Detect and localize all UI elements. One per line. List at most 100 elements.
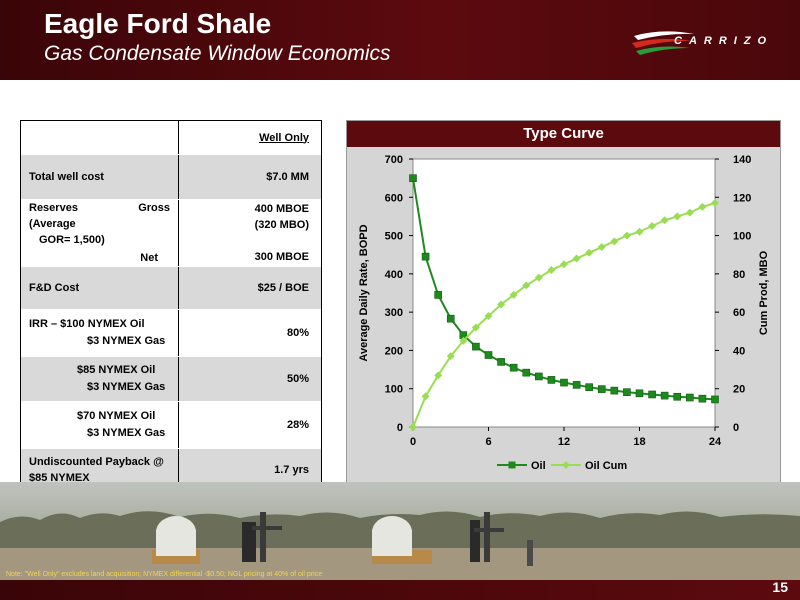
row-value: $25 / BOE <box>257 282 309 294</box>
footer-bar <box>0 580 800 600</box>
oil-point <box>535 372 543 381</box>
oil-cum-point <box>547 266 556 275</box>
row-label-line1: $85 NYMEX Oil <box>77 364 156 376</box>
column-header-well-only: Well Only <box>259 131 309 144</box>
y-tick-label: 200 <box>385 345 403 357</box>
oil-point <box>509 363 518 372</box>
row-value-net: 300 MBOE <box>254 251 309 263</box>
page-title: Eagle Ford Shale <box>44 8 272 39</box>
oil-point <box>711 395 719 404</box>
oil-cum-point <box>471 323 480 332</box>
oil-point <box>446 314 455 323</box>
oil-cum-point <box>497 300 506 309</box>
y2-tick-label: 100 <box>733 231 751 243</box>
logo-text: CARRIZO <box>674 35 774 47</box>
chart-svg: 0100200300400500600700020406080100120140… <box>358 154 770 472</box>
table-header-row: Well Only <box>21 121 321 154</box>
oil-cum-point <box>698 202 707 211</box>
oil-point <box>623 388 631 396</box>
oil-point <box>484 351 493 359</box>
oil-cum-point <box>622 231 631 240</box>
oil-cum-point <box>572 254 581 263</box>
oil-cum-point <box>434 371 443 380</box>
oil-point <box>660 391 669 400</box>
oil-cum-point <box>509 290 518 299</box>
y-axis-label: Average Daily Rate, BOPD <box>358 224 370 361</box>
y2-tick-label: 20 <box>733 384 745 396</box>
y-tick-label: 700 <box>385 154 403 166</box>
row-value: 28% <box>286 418 309 431</box>
oil-point <box>673 392 682 401</box>
y-tick-label: 400 <box>385 269 403 281</box>
oil-cum-point <box>585 248 594 257</box>
oil-point <box>547 376 556 384</box>
y-tick-label: 100 <box>385 384 403 396</box>
table-row-irr-70: $70 NYMEX Oil $3 NYMEX Gas 28% <box>21 401 321 448</box>
oil-cum-point <box>421 392 430 401</box>
row-label-net: Net <box>140 252 158 264</box>
oil-point <box>597 385 606 393</box>
oil-point <box>610 386 619 395</box>
legend-marker-oil <box>508 461 516 469</box>
table-row-well-cost: Total well cost $7.0 MM <box>21 154 321 199</box>
y2-tick-label: 40 <box>733 345 745 357</box>
y-tick-label: 500 <box>385 231 403 243</box>
oil-point <box>572 381 581 389</box>
row-label-line2: $3 NYMEX Gas <box>87 335 166 347</box>
row-label-reserves: Reserves <box>29 202 78 214</box>
row-label-line2: $85 NYMEX <box>29 472 90 484</box>
oil-point <box>686 393 694 402</box>
row-value: 50% <box>286 372 309 385</box>
oil-cum-point <box>635 227 644 236</box>
oil-point <box>472 342 480 351</box>
x-tick-label: 0 <box>410 436 416 448</box>
oil-cum-point <box>660 216 669 225</box>
oil-cum-point <box>673 212 682 221</box>
header-bar: Eagle Ford Shale Gas Condensate Window E… <box>0 0 800 80</box>
y-tick-label: 0 <box>397 422 403 434</box>
oil-cum-point <box>597 243 606 252</box>
oil-point <box>409 174 417 182</box>
oil-cum-point <box>459 336 468 345</box>
wellsite-scene-icon <box>0 511 800 582</box>
y2-axis-label: Cum Prod, MBO <box>758 250 770 335</box>
oil-cum-point <box>648 222 657 230</box>
oil-cum-point <box>522 281 531 290</box>
oil-cum-point <box>409 423 417 431</box>
row-label-line2: $3 NYMEX Gas <box>87 381 166 393</box>
table-row-fd-cost: F&D Cost $25 / BOE <box>21 266 321 309</box>
table-row-reserves: Reserves Gross (Average GOR= 1,500) Net 4… <box>21 199 321 266</box>
table-row-irr-85: $85 NYMEX Oil $3 NYMEX Gas 50% <box>21 356 321 401</box>
y2-tick-label: 80 <box>733 269 745 281</box>
y2-tick-label: 60 <box>733 307 745 319</box>
row-label: F&D Cost <box>29 282 80 294</box>
oil-point <box>698 394 707 403</box>
oil-point <box>522 368 531 377</box>
oil-cum-point <box>484 311 493 320</box>
oil-point <box>421 252 430 261</box>
row-value-mbo: (320 MBO) <box>254 219 309 231</box>
wellsite-photo <box>0 482 800 582</box>
x-tick-label: 18 <box>633 436 645 448</box>
legend-label-oil-cum: Oil Cum <box>585 460 627 472</box>
carrizo-logo-icon <box>632 31 694 55</box>
x-tick-label: 6 <box>485 436 491 448</box>
row-label-line1: $70 NYMEX Oil <box>77 410 156 422</box>
type-curve-chart: Type Curve 0 100 200 300 400 500 600 700 0 20 40 60… <box>346 120 781 484</box>
row-value: 80% <box>286 326 309 339</box>
oil-point <box>648 390 656 399</box>
row-value: $7.0 MM <box>266 171 309 183</box>
oil-point <box>635 389 644 398</box>
x-tick-label: 12 <box>558 436 570 448</box>
page-subtitle: Gas Condensate Window Economics <box>44 42 391 65</box>
row-label: Total well cost <box>29 171 104 183</box>
row-value-gross: 400 MBOE <box>254 203 309 215</box>
legend-label-oil: Oil <box>531 460 546 472</box>
oil-cum-point <box>446 352 455 361</box>
page-number: 15 <box>772 579 788 595</box>
oil-point <box>585 383 593 391</box>
chart-title: Type Curve <box>347 121 780 147</box>
economics-table: Well Only Total well cost $7.0 MM Reserv… <box>20 120 322 492</box>
table-row-irr-100: IRR – $100 NYMEX Oil $3 NYMEX Gas 80% <box>21 309 321 356</box>
footnote: Note: "Well Only" excludes land acquisit… <box>6 571 323 578</box>
